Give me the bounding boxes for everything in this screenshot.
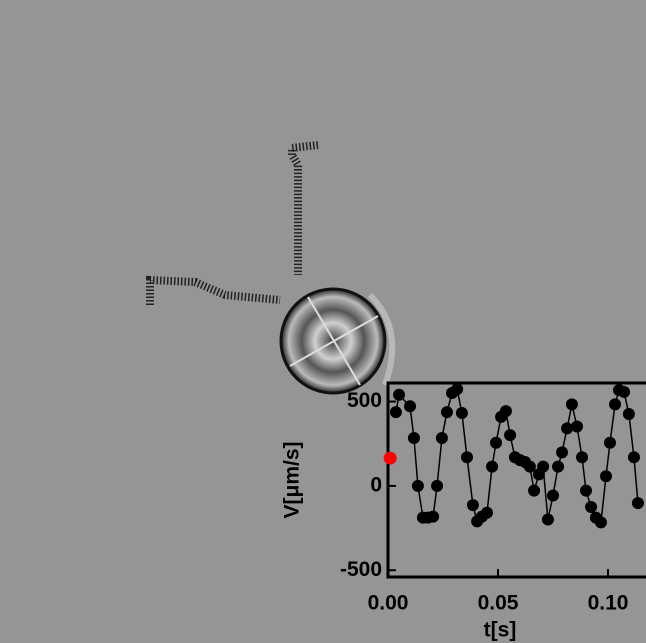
data-point <box>407 431 420 444</box>
data-point <box>594 516 607 529</box>
data-point <box>585 500 598 513</box>
data-point <box>622 408 635 421</box>
data-point <box>600 470 613 483</box>
data-point <box>481 506 493 519</box>
x-tick-label: 0.00 <box>368 592 409 615</box>
data-point <box>486 460 499 473</box>
data-point <box>576 451 589 464</box>
halo <box>367 292 396 387</box>
data-point <box>537 460 550 473</box>
data-point <box>427 510 440 523</box>
data-point <box>440 406 453 419</box>
data-point <box>565 398 578 411</box>
data-point <box>609 398 622 411</box>
trajectory <box>146 141 319 305</box>
data-point <box>523 460 536 473</box>
data-point <box>404 400 416 413</box>
data-point <box>541 513 554 526</box>
x-tick-label: 0.10 <box>588 592 629 615</box>
data-point <box>580 484 592 497</box>
data-point <box>499 405 512 418</box>
data-point <box>618 385 631 398</box>
y-axis-label: V[μm/s] <box>281 441 304 518</box>
plot-frame <box>386 381 646 579</box>
data-point <box>431 479 444 492</box>
data-point <box>627 451 640 464</box>
crosshair <box>289 315 379 367</box>
data-point <box>504 429 517 442</box>
data-point <box>460 451 473 464</box>
y-tick-label: 500 <box>347 389 382 412</box>
data-point <box>631 497 644 510</box>
x-tick-label: 0.05 <box>478 592 519 615</box>
data-point <box>570 420 583 433</box>
data-point <box>603 436 616 449</box>
data-point <box>552 460 565 473</box>
data-point <box>455 407 468 420</box>
x-axis-label: t[s] <box>484 619 517 642</box>
trail-vertical <box>288 141 319 275</box>
data-point <box>411 479 424 492</box>
data-point <box>547 489 559 502</box>
trail-horizontal <box>146 275 281 305</box>
data-point <box>389 406 402 419</box>
data-point <box>435 431 448 444</box>
data-point <box>528 484 541 497</box>
data-point <box>561 422 574 435</box>
y-tick-label: 0 <box>370 473 382 496</box>
y-tick-label: -500 <box>340 558 382 581</box>
plot-area <box>389 383 644 529</box>
data-point <box>556 446 569 459</box>
current-point <box>383 451 397 465</box>
data-point <box>490 436 503 449</box>
data-point <box>451 383 464 396</box>
data-point <box>466 499 479 512</box>
data-point <box>393 388 405 401</box>
